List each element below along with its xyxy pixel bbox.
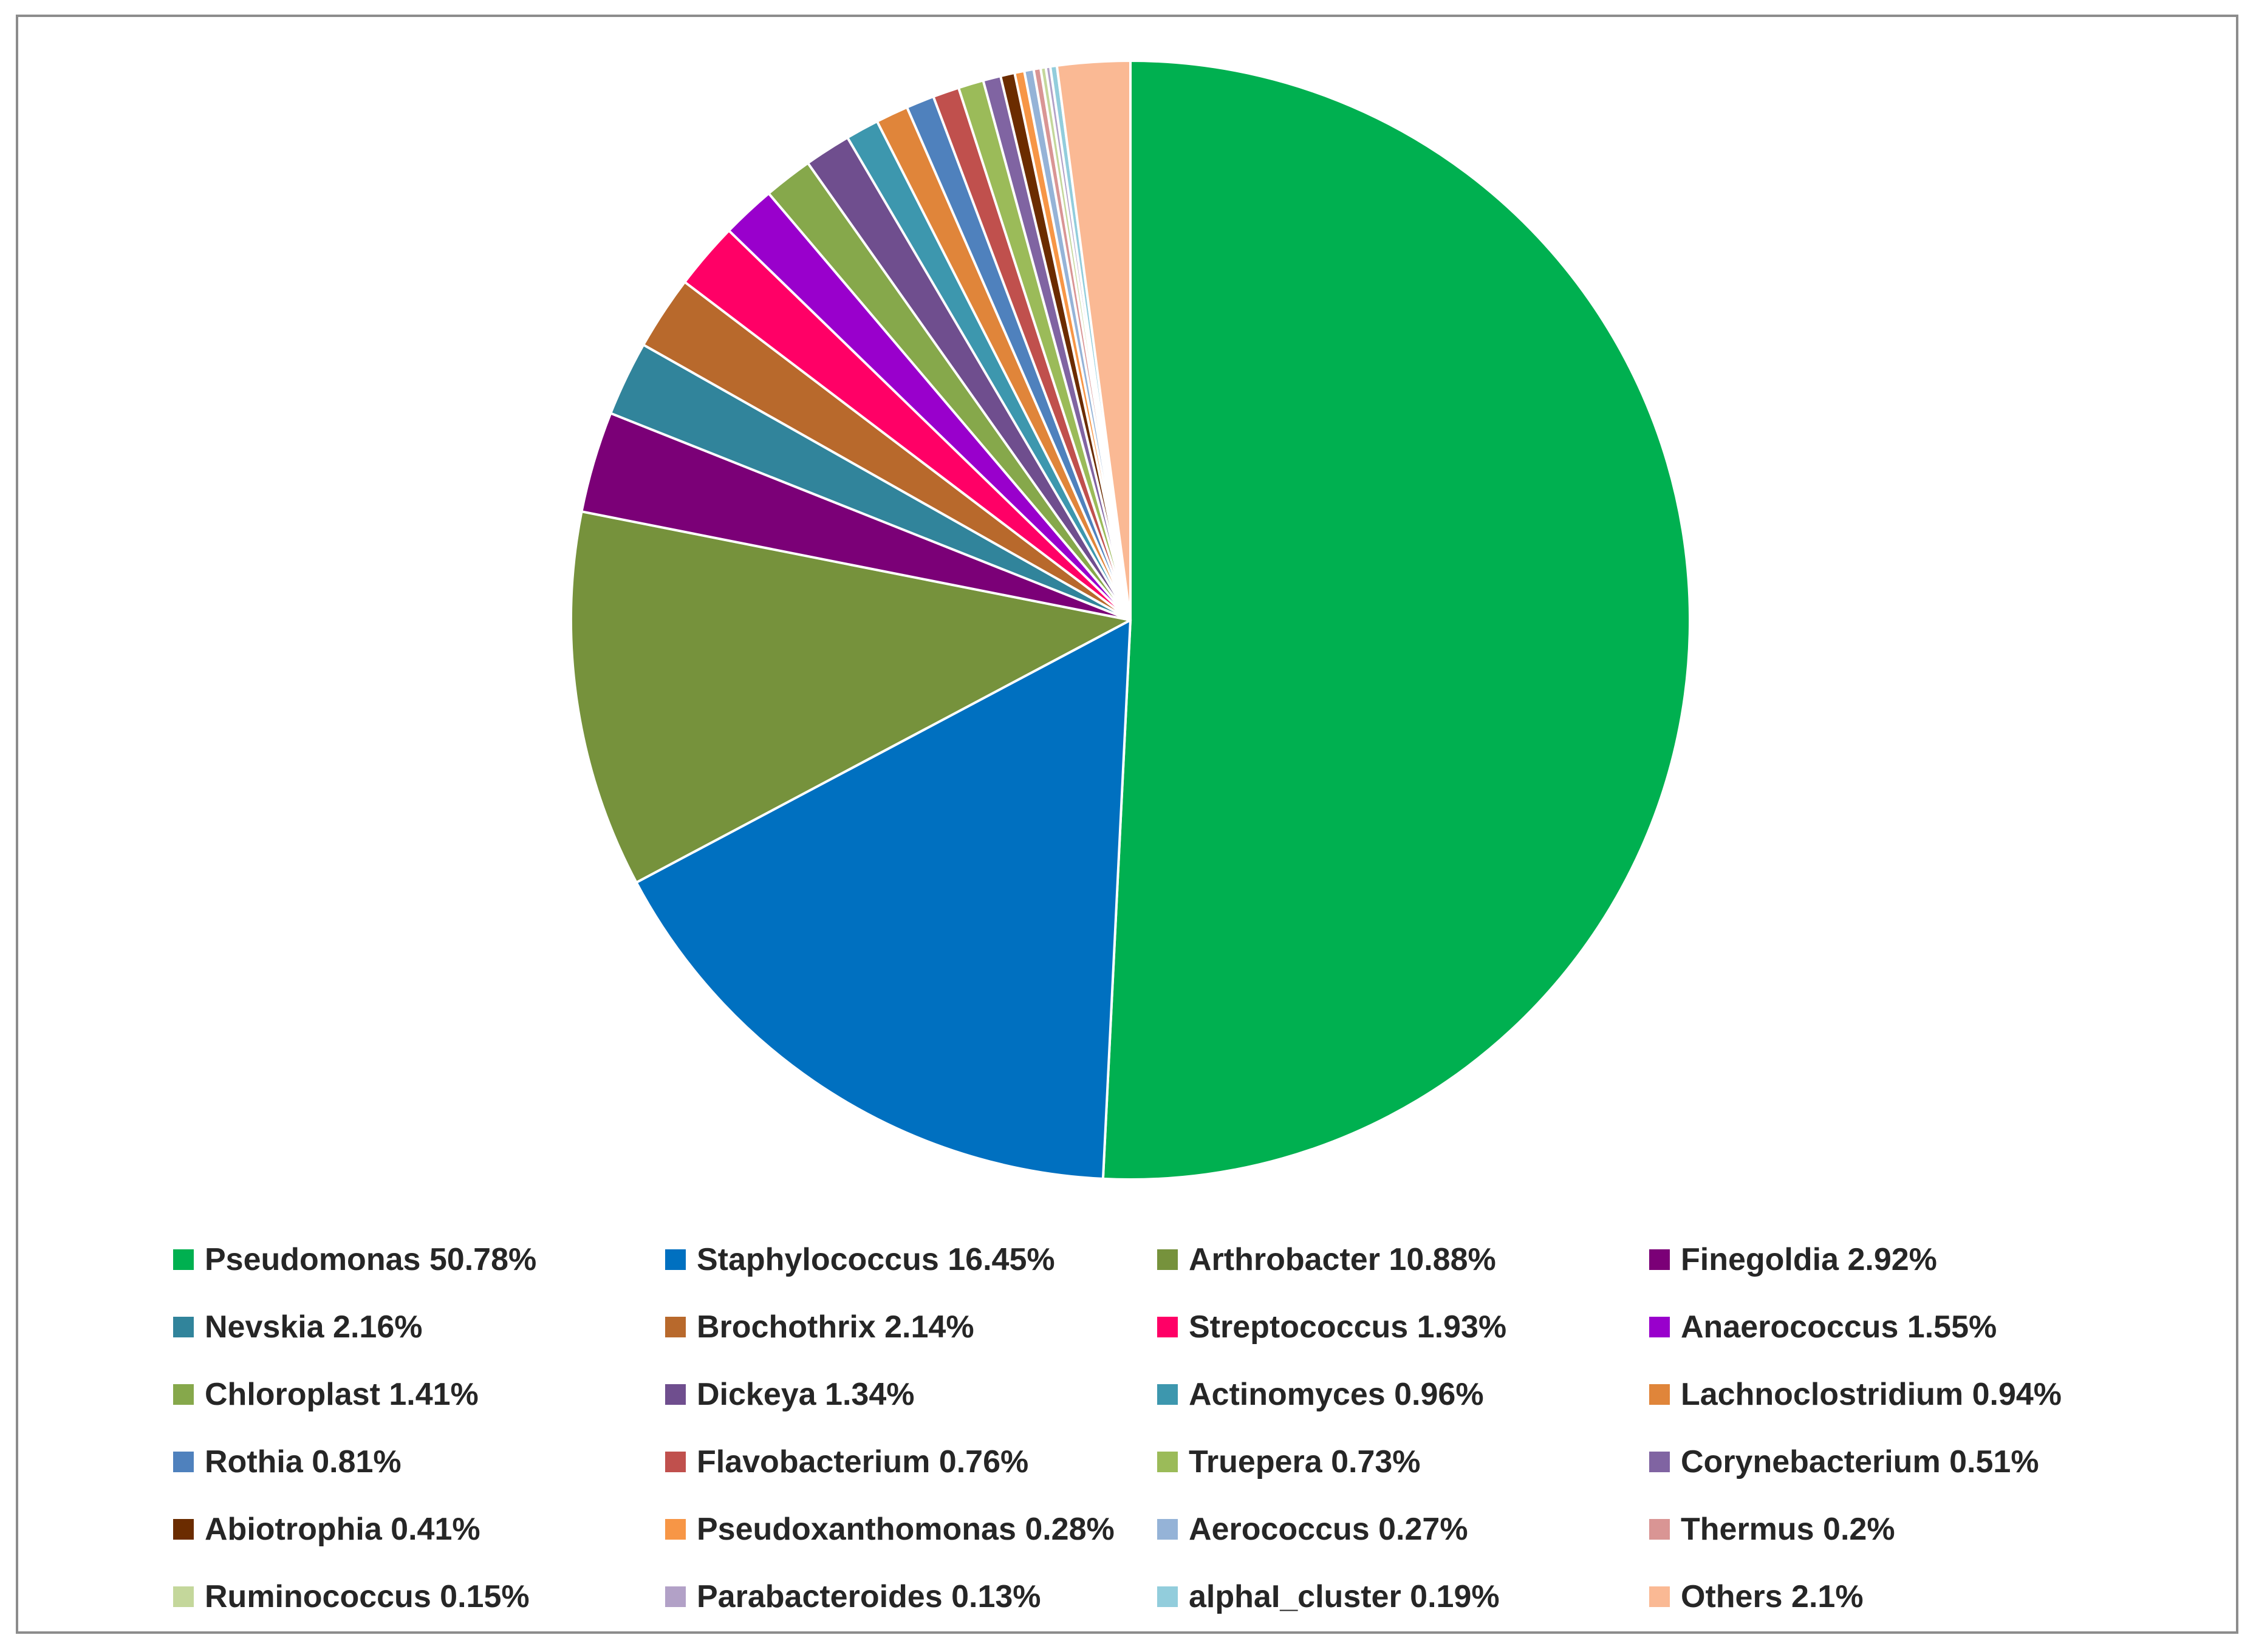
legend-item: Thermus 0.2%	[1649, 1495, 2141, 1563]
legend-item: Dickeya 1.34%	[665, 1360, 1157, 1428]
legend-label: Pseudomonas 50.78%	[205, 1241, 537, 1277]
legend-item: Others 2.1%	[1649, 1563, 2141, 1630]
pie-slice-2	[570, 510, 1132, 884]
legend-swatch	[173, 1384, 194, 1405]
legend-item: Aerococcus 0.27%	[1157, 1495, 1649, 1563]
legend-swatch	[1649, 1586, 1670, 1607]
legend-item: Pseudoxanthomonas 0.28%	[665, 1495, 1157, 1563]
legend-label: Anaerococcus 1.55%	[1681, 1309, 1997, 1345]
legend-label: Actinomyces 0.96%	[1189, 1376, 1484, 1412]
legend-swatch	[665, 1384, 686, 1405]
legend-item: Finegoldia 2.92%	[1649, 1226, 2141, 1293]
legend-item: Streptococcus 1.93%	[1157, 1293, 1649, 1360]
legend-item: Corynebacterium 0.51%	[1649, 1428, 2141, 1495]
legend-item: Nevskia 2.16%	[173, 1293, 665, 1360]
legend-item: Lachnoclostridium 0.94%	[1649, 1360, 2141, 1428]
legend-item: Flavobacterium 0.76%	[665, 1428, 1157, 1495]
pie-slice-1	[635, 619, 1132, 1180]
legend-swatch	[173, 1451, 194, 1472]
legend-swatch	[173, 1249, 194, 1270]
legend-swatch	[1649, 1316, 1670, 1337]
chart-frame: Pseudomonas 50.78% Staphylococcus 16.45% A…	[16, 15, 2238, 1634]
legend-swatch	[665, 1316, 686, 1337]
legend-label: Streptococcus 1.93%	[1189, 1309, 1507, 1345]
legend-label: Aerococcus 0.27%	[1189, 1511, 1468, 1547]
legend-swatch	[1157, 1586, 1178, 1607]
legend-item: Actinomyces 0.96%	[1157, 1360, 1649, 1428]
legend-swatch	[1157, 1249, 1178, 1270]
legend-label: Parabacteroides 0.13%	[697, 1579, 1041, 1614]
pie-chart	[570, 60, 1692, 1181]
legend-label: Flavobacterium 0.76%	[697, 1444, 1029, 1480]
legend-label: Chloroplast 1.41%	[205, 1376, 479, 1412]
legend-label: Truepera 0.73%	[1189, 1444, 1421, 1480]
pie-slice-23	[1055, 60, 1132, 621]
legend-swatch	[1649, 1249, 1670, 1270]
legend-label: Pseudoxanthomonas 0.28%	[697, 1511, 1115, 1547]
pie-slice-0	[1101, 60, 1692, 1181]
legend-label: Arthrobacter 10.88%	[1189, 1241, 1496, 1277]
legend-item: Staphylococcus 16.45%	[665, 1226, 1157, 1293]
legend-label: Others 2.1%	[1681, 1579, 1864, 1614]
legend-item: Abiotrophia 0.41%	[173, 1495, 665, 1563]
legend-label: Abiotrophia 0.41%	[205, 1511, 480, 1547]
legend-swatch	[173, 1586, 194, 1607]
legend-swatch	[1649, 1451, 1670, 1472]
legend-swatch	[1649, 1384, 1670, 1405]
legend-label: Thermus 0.2%	[1681, 1511, 1895, 1547]
legend-swatch	[1649, 1518, 1670, 1540]
legend-item: Chloroplast 1.41%	[173, 1360, 665, 1428]
legend-swatch	[173, 1316, 194, 1337]
legend-swatch	[665, 1586, 686, 1607]
legend-label: Ruminococcus 0.15%	[205, 1579, 530, 1614]
legend-label: Dickeya 1.34%	[697, 1376, 915, 1412]
legend-swatch	[1157, 1518, 1178, 1540]
legend-swatch	[665, 1451, 686, 1472]
legend-item: Rothia 0.81%	[173, 1428, 665, 1495]
legend-label: Finegoldia 2.92%	[1681, 1241, 1937, 1277]
legend-item: Truepera 0.73%	[1157, 1428, 1649, 1495]
legend-label: Brochothrix 2.14%	[697, 1309, 974, 1345]
legend-swatch	[665, 1249, 686, 1270]
legend-swatch	[1157, 1451, 1178, 1472]
legend-item: Parabacteroides 0.13%	[665, 1563, 1157, 1630]
legend-swatch	[1157, 1316, 1178, 1337]
pie-slices	[570, 60, 1692, 1181]
legend-label: Lachnoclostridium 0.94%	[1681, 1376, 2062, 1412]
legend-label: Rothia 0.81%	[205, 1444, 402, 1480]
legend-label: alphaI_cluster 0.19%	[1189, 1579, 1500, 1614]
legend-swatch	[1157, 1384, 1178, 1405]
legend-item: Pseudomonas 50.78%	[173, 1226, 665, 1293]
legend-label: Corynebacterium 0.51%	[1681, 1444, 2039, 1480]
legend: Pseudomonas 50.78% Staphylococcus 16.45% A…	[173, 1226, 2141, 1630]
legend-label: Nevskia 2.16%	[205, 1309, 423, 1345]
legend-label: Staphylococcus 16.45%	[697, 1241, 1055, 1277]
legend-item: Brochothrix 2.14%	[665, 1293, 1157, 1360]
legend-item: Anaerococcus 1.55%	[1649, 1293, 2141, 1360]
legend-item: alphaI_cluster 0.19%	[1157, 1563, 1649, 1630]
legend-swatch	[665, 1518, 686, 1540]
legend-swatch	[173, 1518, 194, 1540]
legend-item: Arthrobacter 10.88%	[1157, 1226, 1649, 1293]
legend-item: Ruminococcus 0.15%	[173, 1563, 665, 1630]
